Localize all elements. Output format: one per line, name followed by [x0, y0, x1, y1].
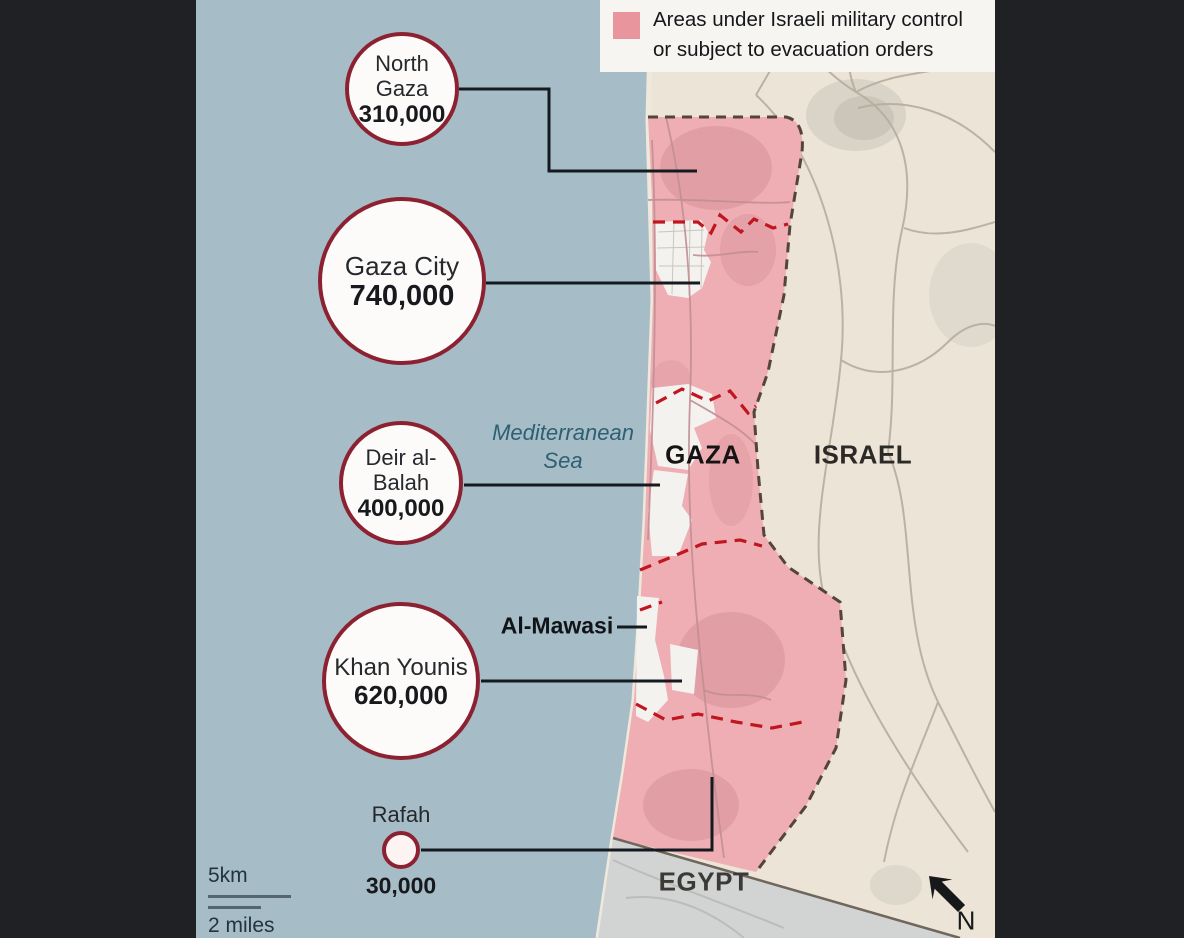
- egypt-border: [612, 836, 961, 938]
- population-circle-gaza-city: Gaza City 740,000: [318, 197, 486, 365]
- population-value: 310,000: [358, 101, 446, 128]
- egypt-roads: [612, 859, 785, 938]
- town-cluster: [834, 96, 894, 140]
- strip-roads: [647, 116, 791, 859]
- scale-miles-label: 2 miles: [208, 914, 275, 937]
- al-mawasi-label: Al-Mawasi: [500, 612, 614, 639]
- area-name: Khan Younis: [334, 653, 468, 681]
- population-circle-rafah: [382, 831, 420, 869]
- evacuation-boundary-lines: [635, 212, 809, 730]
- scale-miles-bar: [208, 906, 261, 909]
- population-value: 620,000: [354, 679, 448, 710]
- mediterranean-sea-label: Mediterranean Sea: [492, 419, 634, 475]
- scale-km-bar: [208, 895, 291, 898]
- rafah-area-name: Rafah: [371, 802, 431, 827]
- evacuation-zone: [613, 117, 846, 872]
- gaza-strip-border: [648, 115, 848, 873]
- gaza-city-streets: [656, 220, 707, 297]
- population-circle-khan-younis: Khan Younis 620,000: [322, 602, 480, 760]
- israel-label: ISRAEL: [813, 439, 913, 470]
- scale-km-label: 5km: [208, 864, 248, 887]
- gaza-label: GAZA: [665, 439, 741, 470]
- gaza-map: Areas under Israeli military control or …: [196, 0, 995, 938]
- area-name: North Gaza: [375, 51, 429, 101]
- israel-roads: [755, 0, 995, 863]
- legend-line1: Areas under Israeli military control: [653, 8, 963, 31]
- town-cluster: [870, 865, 922, 905]
- population-circle-north-gaza: North Gaza 310,000: [345, 32, 459, 146]
- sea-label-line1: Mediterranean: [492, 420, 634, 445]
- population-value: 400,000: [357, 495, 445, 522]
- population-circle-deir-al-balah: Deir al-Balah 400,000: [339, 421, 463, 545]
- rafah-population-value: 30,000: [365, 872, 437, 899]
- evacuation-zone-swatch-icon: [613, 12, 640, 39]
- legend: Areas under Israeli military control or …: [600, 0, 995, 72]
- legend-text: Areas under Israeli military control or …: [653, 5, 963, 65]
- population-value: 740,000: [349, 279, 455, 312]
- town-cluster: [929, 243, 995, 347]
- egypt-label: EGYPT: [658, 866, 750, 897]
- legend-line2: or subject to evacuation orders: [653, 38, 934, 61]
- scale-bar: 5km 2 miles: [208, 864, 291, 938]
- compass-north-label: N: [956, 905, 976, 936]
- area-name: Deir al-Balah: [365, 445, 437, 495]
- sea-label-line2: Sea: [543, 448, 583, 473]
- area-name: Gaza City: [344, 250, 460, 281]
